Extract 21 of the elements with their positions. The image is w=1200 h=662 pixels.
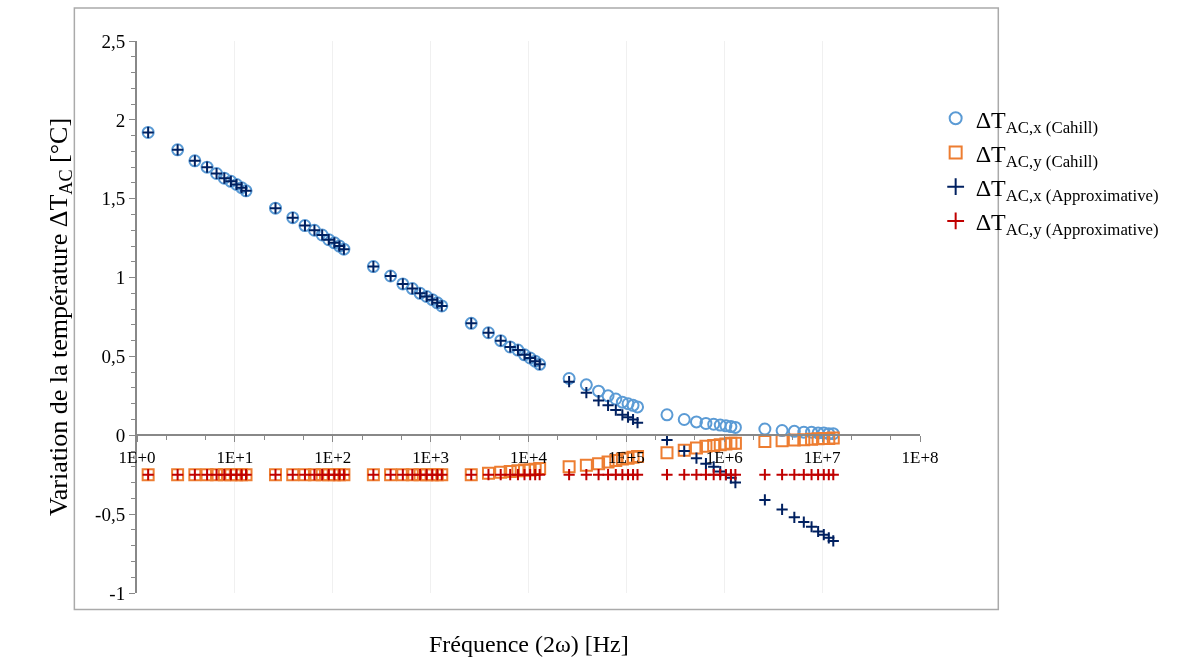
y-tick-label: 0,5 [101,346,126,368]
y-tick-label: 0 [115,424,126,446]
x-tick-label: 1E+6 [705,447,743,467]
x-tick-label: 1E+7 [803,447,842,467]
legend-label: ΔT$_{AC,x (Approximative)}$ [975,175,1159,206]
x-tick-label: 1E+8 [901,447,939,467]
x-tick-label: 1E+2 [314,447,352,467]
x-axis-title: Fréquence (2ω) [Hz] [429,631,629,657]
legend-label: ΔT$_{AC,y (Cahill)}$ [975,140,1099,171]
legend-label: ΔT$_{AC,x (Cahill)}$ [975,106,1099,137]
x-tick-label: 1E+1 [216,447,254,467]
y-tick-label: -0,5 [95,503,126,525]
y-tick-label: 2 [115,109,126,131]
legend-label: ΔT$_{AC,y (Approximative)}$ [975,209,1159,240]
x-tick-label: 1E+4 [510,447,548,467]
y-tick-label: 1 [115,267,126,289]
x-tick-label: 1E+0 [118,447,156,467]
y-tick-label: -1 [109,582,126,604]
y-tick-label: 1,5 [101,188,126,210]
y-tick-label: 2,5 [101,30,126,52]
x-tick-label: 1E+3 [412,447,450,467]
